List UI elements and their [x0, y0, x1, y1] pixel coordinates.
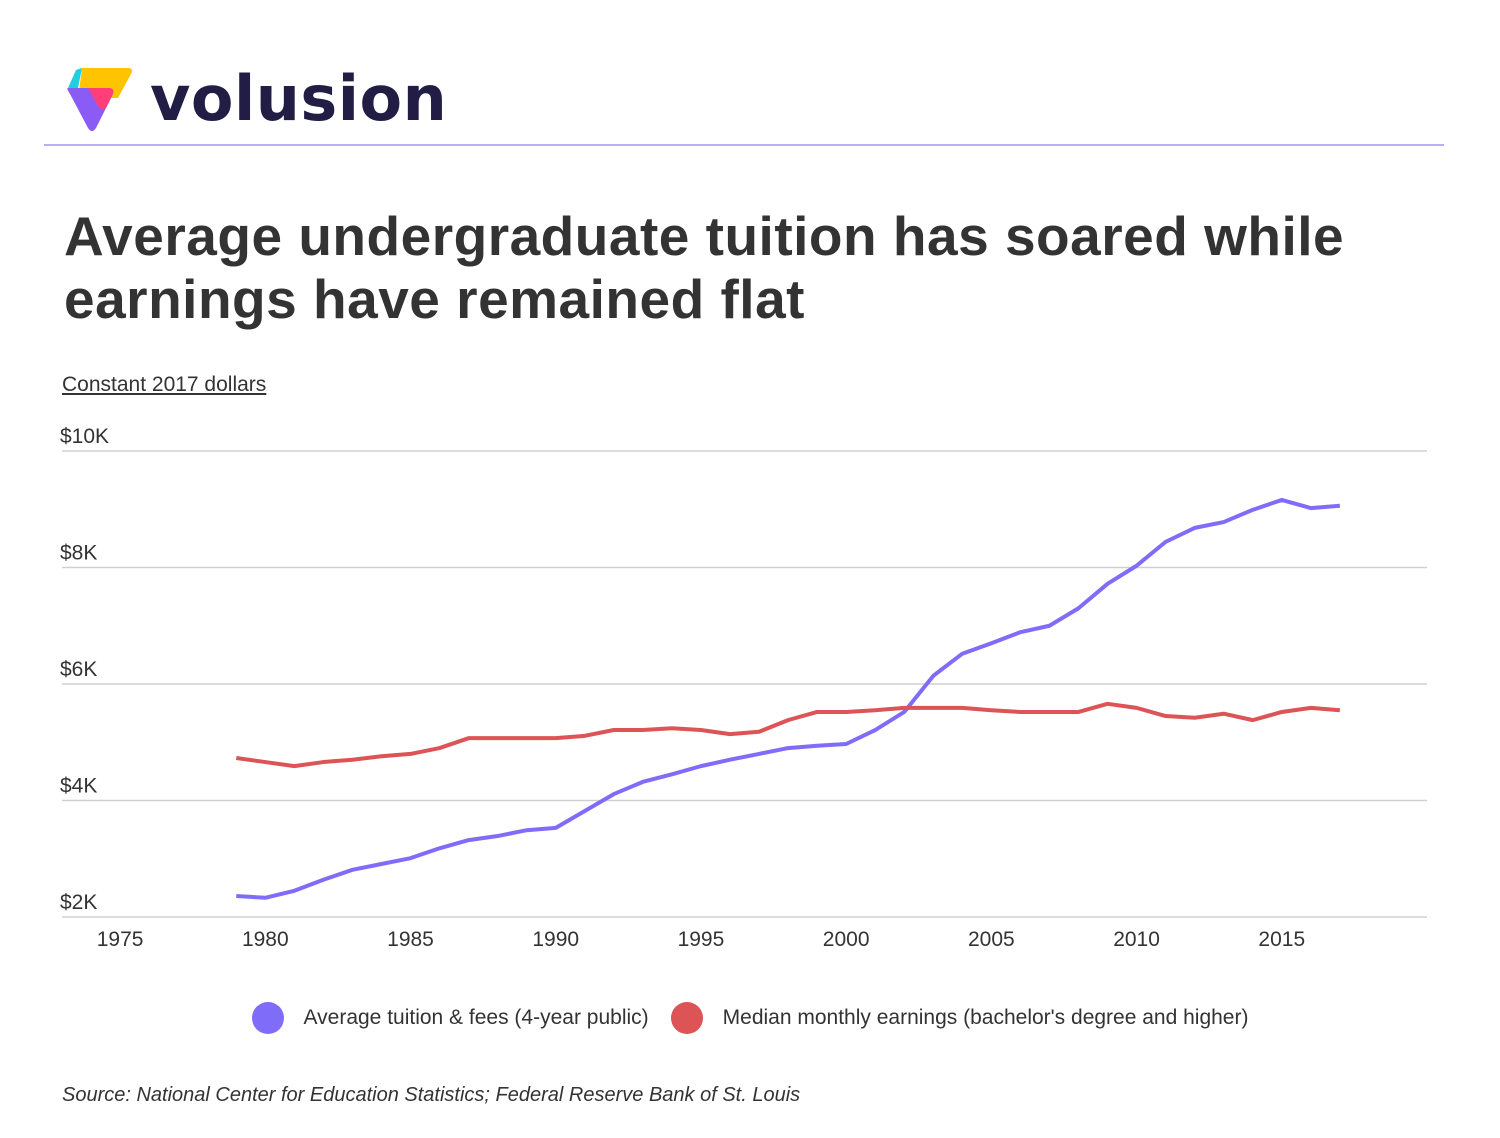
brand-name: volusion — [150, 62, 448, 135]
x-tick-label: 2000 — [823, 928, 870, 951]
x-tick-label: 1990 — [532, 928, 579, 951]
legend-item-earnings: Median monthly earnings (bachelor's degr… — [670, 1002, 1249, 1034]
source-note: Source: National Center for Education St… — [62, 1084, 801, 1106]
legend-label-earnings: Median monthly earnings (bachelor's degr… — [722, 1006, 1249, 1029]
x-tick-label: 2015 — [1258, 928, 1305, 951]
x-tick-label: 1995 — [678, 928, 725, 951]
header-divider — [44, 144, 1444, 146]
y-tick-label: $10K — [60, 425, 109, 448]
earnings-line — [235, 701, 1341, 769]
x-tick-label: 1975 — [97, 928, 144, 951]
y-tick-label: $4K — [60, 775, 97, 798]
legend-label-tuition: Average tuition & fees (4-year public) — [303, 1006, 649, 1029]
y-tick-label: $8K — [60, 542, 97, 565]
x-tick-label: 2005 — [968, 928, 1015, 951]
y-tick-label: $6K — [60, 658, 97, 681]
tuition-line — [236, 497, 1341, 900]
legend-item-tuition: Average tuition & fees (4-year public) — [251, 1002, 649, 1034]
volusion-logo-icon — [67, 68, 132, 131]
x-tick-label: 1985 — [387, 928, 434, 951]
unit-label: Constant 2017 dollars — [62, 373, 267, 396]
x-tick-label: 2010 — [1113, 928, 1160, 951]
x-tick-label: 1980 — [242, 928, 289, 951]
legend-swatch-earnings — [670, 1002, 703, 1034]
legend: Average tuition & fees (4-year public) M… — [0, 1002, 1500, 1034]
legend-swatch-tuition — [251, 1002, 284, 1034]
chart-title: Average undergraduate tuition has soared… — [64, 205, 1345, 330]
y-tick-label: $2K — [60, 891, 97, 914]
